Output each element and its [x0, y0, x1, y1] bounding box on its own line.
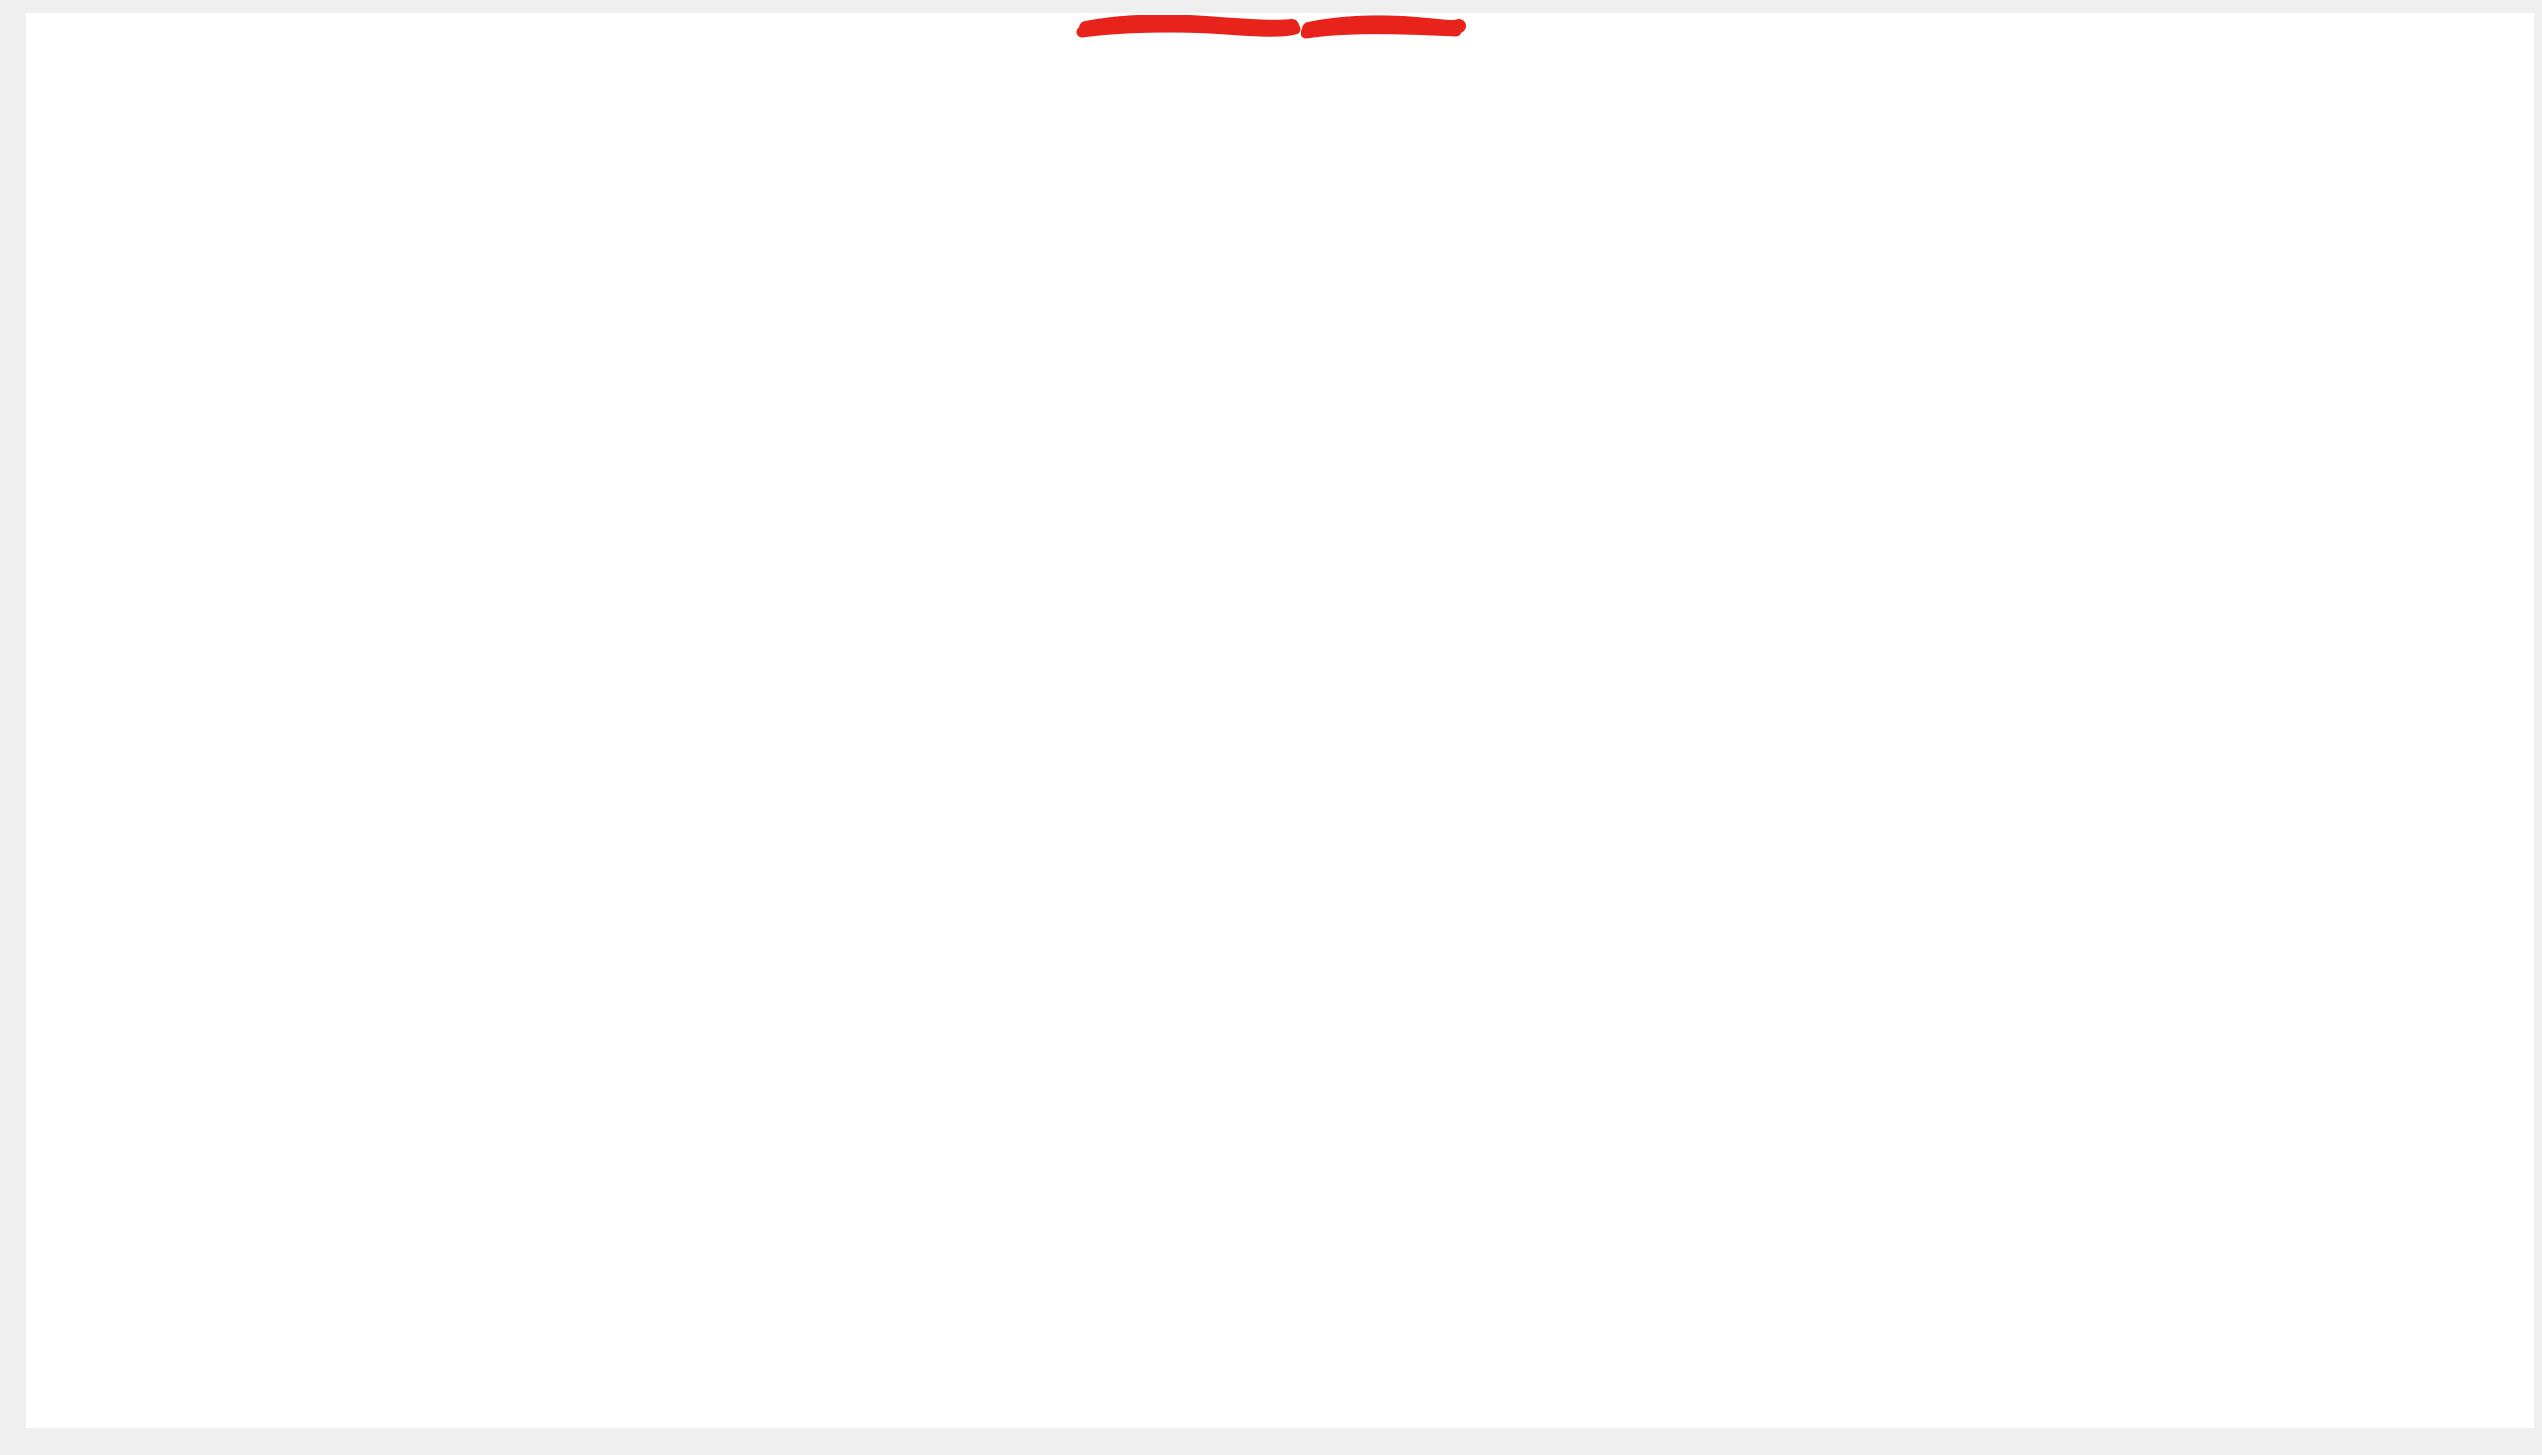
- status-bar: [0, 1428, 2542, 1455]
- redaction-source-address: [1076, 15, 1301, 43]
- redaction-destination-address: [1301, 15, 1466, 43]
- graph-title: [0, 14, 2542, 44]
- redaction-scribble-icon: [1076, 15, 1301, 38]
- redaction-scribble-icon: [1301, 15, 1466, 39]
